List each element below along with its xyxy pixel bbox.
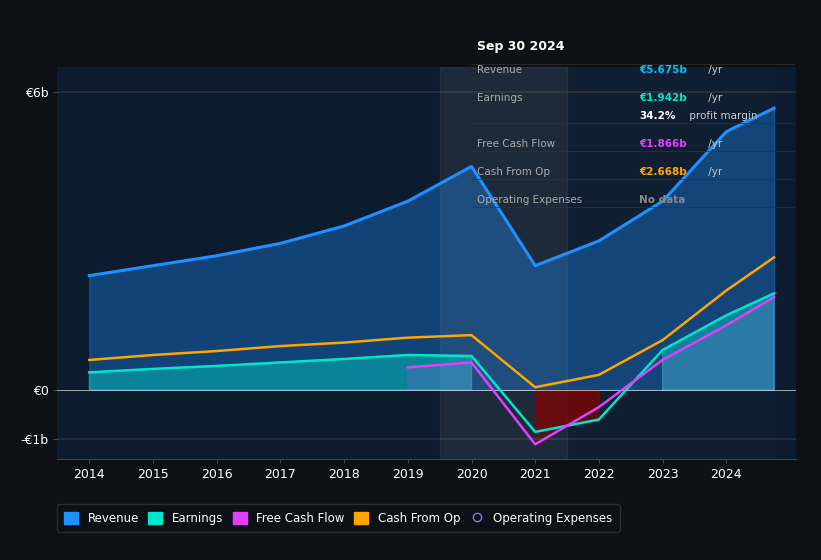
Text: €1.866b: €1.866b — [639, 139, 686, 150]
Text: /yr: /yr — [705, 65, 722, 74]
Text: Sep 30 2024: Sep 30 2024 — [477, 40, 565, 53]
Text: €1.942b: €1.942b — [639, 92, 686, 102]
Bar — [440, 67, 567, 459]
Text: €5.675b: €5.675b — [639, 65, 687, 74]
Text: Free Cash Flow: Free Cash Flow — [477, 139, 556, 150]
Text: No data: No data — [639, 195, 686, 205]
Text: Cash From Op: Cash From Op — [477, 167, 550, 177]
Text: /yr: /yr — [705, 92, 722, 102]
Text: €2.668b: €2.668b — [639, 167, 686, 177]
Bar — [567, 67, 774, 459]
Text: /yr: /yr — [705, 139, 722, 150]
Text: Operating Expenses: Operating Expenses — [477, 195, 583, 205]
Text: 34.2%: 34.2% — [639, 111, 676, 122]
Text: Earnings: Earnings — [477, 92, 523, 102]
Legend: Revenue, Earnings, Free Cash Flow, Cash From Op, Operating Expenses: Revenue, Earnings, Free Cash Flow, Cash … — [57, 505, 620, 531]
Text: /yr: /yr — [705, 167, 722, 177]
Text: Revenue: Revenue — [477, 65, 522, 74]
Text: profit margin: profit margin — [686, 111, 758, 122]
